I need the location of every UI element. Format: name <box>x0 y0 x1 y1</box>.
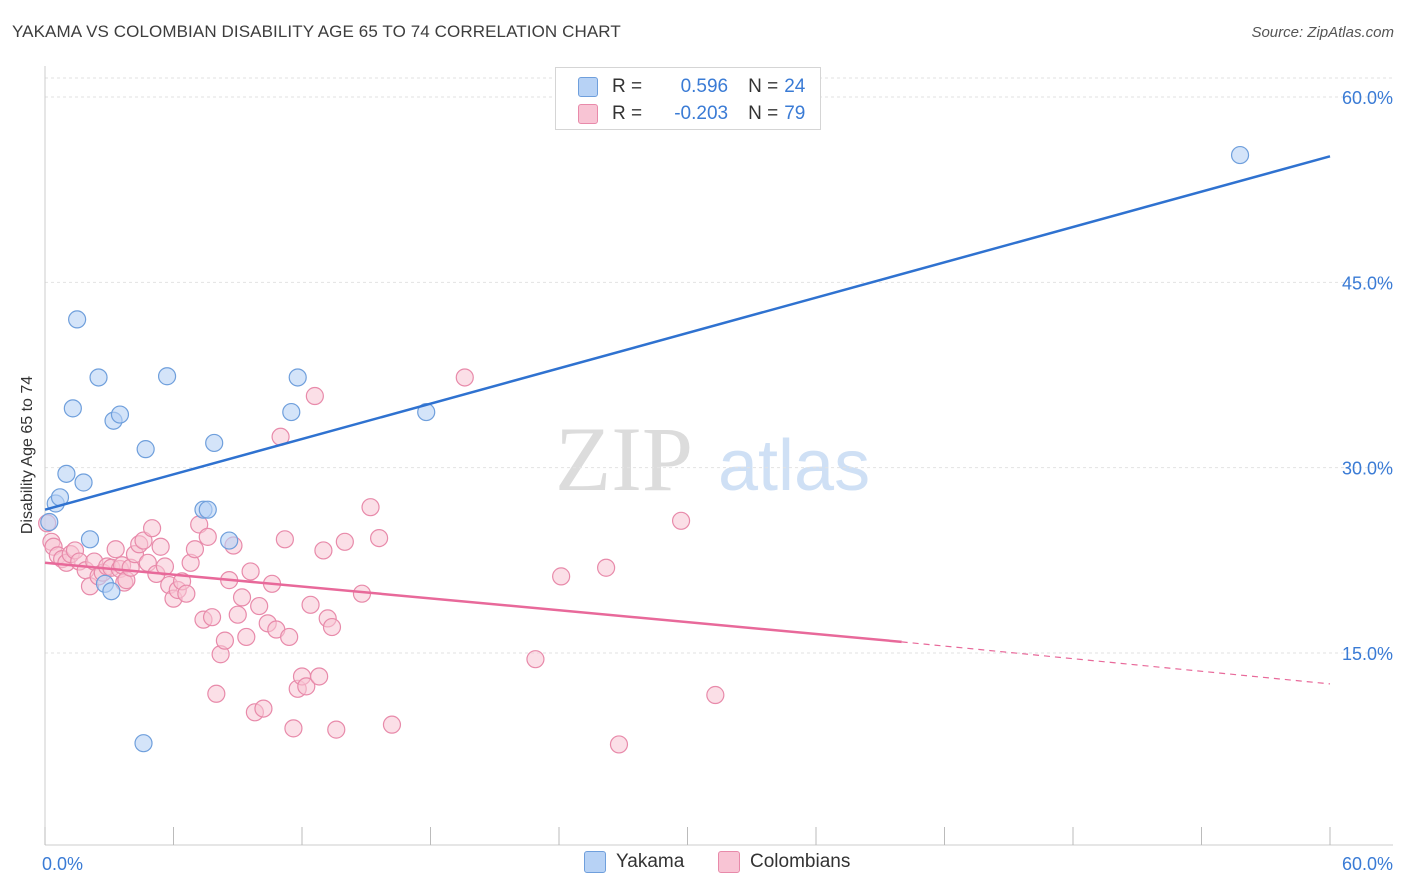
yakama-point <box>80 530 100 549</box>
yakama-point <box>57 464 76 483</box>
colombians-point <box>202 608 222 627</box>
legend-r-value: 0.596 <box>680 76 729 97</box>
colombians-point <box>185 540 205 559</box>
y-tick-label: 15.0% <box>1342 644 1393 664</box>
legend-r-label: R = <box>612 103 643 124</box>
colombians-point <box>382 715 402 734</box>
colombians-point <box>237 627 256 647</box>
colombians-swatch <box>578 104 598 124</box>
yakama-point <box>40 512 59 532</box>
colombians-point <box>526 650 545 669</box>
yakama-point <box>68 310 87 329</box>
colombians-point <box>671 511 691 530</box>
colombians-point <box>310 667 329 686</box>
colombians-point <box>275 530 294 549</box>
y-tick-label: 60.0% <box>1342 88 1393 108</box>
legend-n-value: 79 <box>784 103 806 124</box>
series-legend: Yakama Colombians <box>0 851 1406 877</box>
series-legend-colombians: Colombians <box>718 851 850 873</box>
source-label: Source: ZipAtlas.com <box>1251 24 1394 41</box>
colombians-point <box>335 532 354 551</box>
colombians-trend-extension <box>901 641 1331 685</box>
x-tick-label: 60.0% <box>1342 854 1393 874</box>
legend-row-yakama: R = 0.596 N = 24 <box>578 74 805 100</box>
colombians-point <box>297 677 316 696</box>
correlation-legend: R = 0.596 N = 24 R = -0.203 N = 79 <box>555 67 821 130</box>
colombians-point <box>284 719 303 738</box>
series-legend-yakama: Yakama <box>584 851 684 873</box>
colombians-swatch <box>718 851 740 873</box>
colombians-point <box>241 562 260 581</box>
colombians-trend-line <box>44 561 902 644</box>
y-tick-label: 30.0% <box>1342 459 1393 479</box>
colombians-point <box>106 540 125 559</box>
series-legend-label: Yakama <box>616 851 685 872</box>
colombians-point <box>134 531 153 550</box>
colombians-point <box>706 685 725 705</box>
colombians-point <box>370 528 389 548</box>
yakama-point <box>220 531 239 550</box>
colombians-point <box>301 595 320 614</box>
yakama-swatch <box>578 77 598 97</box>
legend-row-colombians: R = -0.203 N = 79 <box>578 101 805 127</box>
yakama-point <box>136 440 155 459</box>
legend-n-value: 24 <box>784 76 806 97</box>
colombians-point <box>151 537 170 556</box>
yakama-point <box>282 402 301 422</box>
yakama-point <box>205 433 224 453</box>
yakama-point <box>288 368 307 387</box>
yakama-point <box>134 734 153 753</box>
colombians-point <box>314 541 333 560</box>
colombians-point <box>215 631 234 650</box>
legend-n-label: N = <box>748 103 779 124</box>
colombians-point <box>361 498 380 517</box>
colombians-point <box>280 627 299 647</box>
colombians-point <box>322 617 342 637</box>
yakama-point <box>89 368 108 387</box>
yakama-point <box>63 399 82 418</box>
yakama-point <box>157 367 177 386</box>
colombians-point <box>327 720 346 739</box>
legend-n-label: N = <box>748 76 779 97</box>
colombians-point <box>597 558 616 577</box>
yakama-point <box>1230 145 1250 165</box>
yakama-point <box>198 500 217 519</box>
x-tick-label: 0.0% <box>42 854 83 874</box>
yakama-swatch <box>584 851 606 873</box>
watermark-zip: ZIP <box>555 408 693 510</box>
colombians-point <box>552 567 571 586</box>
yakama-point <box>74 473 93 492</box>
yakama-point <box>110 405 130 424</box>
yakama-point <box>102 582 121 601</box>
colombians-point <box>254 699 273 718</box>
series-legend-label: Colombians <box>750 851 851 872</box>
colombians-point <box>228 605 247 624</box>
watermark-atlas: atlas <box>718 426 870 506</box>
legend-r-label: R = <box>612 76 643 97</box>
colombians-point <box>305 386 324 406</box>
colombians-point <box>455 368 474 387</box>
colombians-point <box>142 519 162 538</box>
chart-title: YAKAMA VS COLOMBIAN DISABILITY AGE 65 TO… <box>12 22 621 41</box>
colombians-point <box>198 527 217 546</box>
y-tick-label: 45.0% <box>1342 273 1393 293</box>
colombians-point <box>207 684 226 703</box>
colombians-point <box>609 735 629 754</box>
legend-r-value: -0.203 <box>674 103 729 124</box>
colombians-point <box>250 596 269 616</box>
colombians-point <box>177 584 196 603</box>
colombians-point <box>232 588 252 607</box>
yakama-trend-line <box>44 155 1331 511</box>
